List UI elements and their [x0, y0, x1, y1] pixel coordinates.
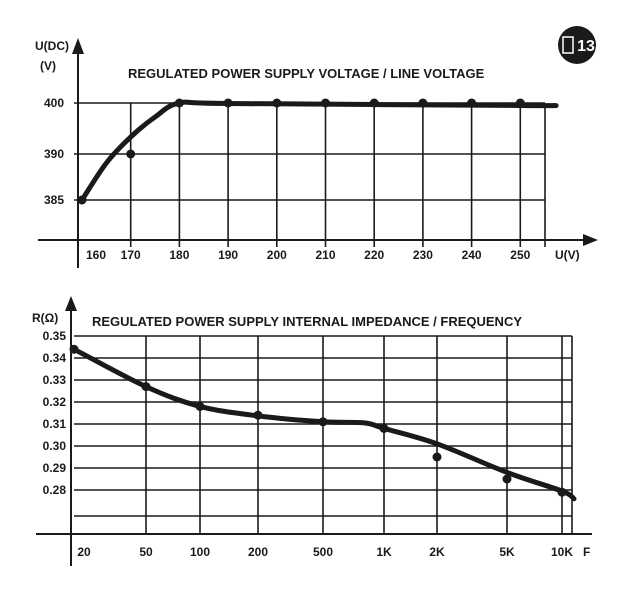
impedance-chart-ticks: 20 50 100 200 500 1K 2K 5K 10K 0.35 0.34 0.33 0.32 0.…	[43, 329, 574, 559]
impedance-x-tick-label: 100	[190, 545, 210, 559]
impedance-x-tick-label: 2K	[429, 545, 445, 559]
voltage-data-point	[223, 98, 233, 108]
voltage-chart-grid	[74, 102, 546, 247]
impedance-data-point	[318, 417, 328, 427]
voltage-y-tick-label: 400	[44, 96, 64, 110]
voltage-data-point	[272, 98, 282, 108]
impedance-data-point	[502, 474, 512, 484]
voltage-x-tick-label: 250	[510, 248, 530, 262]
impedance-data-point	[141, 382, 151, 392]
voltage-data-point	[174, 98, 184, 108]
impedance-chart-grid	[74, 335, 573, 534]
voltage-x-tick-label: 230	[413, 248, 433, 262]
impedance-chart-xlabel: F	[583, 545, 590, 559]
voltage-chart-title: REGULATED POWER SUPPLY VOLTAGE / LINE VO…	[128, 66, 485, 81]
figure-badge-icon	[558, 26, 596, 64]
impedance-x-tick-label: 500	[313, 545, 333, 559]
voltage-data-point	[126, 149, 136, 159]
voltage-x-tick-label: 170	[121, 248, 141, 262]
impedance-chart: REGULATED POWER SUPPLY INTERNAL IMPEDANC…	[32, 296, 592, 566]
voltage-chart-ylabel-line1: U(DC)	[35, 39, 69, 53]
voltage-chart: REGULATED POWER SUPPLY VOLTAGE / LINE VO…	[35, 38, 598, 268]
voltage-y-axis-arrow-icon	[72, 38, 84, 54]
voltage-x-tick-label: 160	[86, 248, 106, 262]
impedance-data-point	[432, 452, 442, 462]
impedance-y-tick-label: 0.33	[43, 373, 67, 387]
impedance-y-tick-label: 0.30	[43, 439, 67, 453]
impedance-x-tick-label: 1K	[376, 545, 392, 559]
voltage-data-point	[77, 195, 87, 205]
voltage-chart-xlabel: U(V)	[555, 248, 580, 262]
impedance-y-tick-label: 0.28	[43, 483, 67, 497]
impedance-data-point	[379, 423, 389, 433]
impedance-x-tick-label: 200	[248, 545, 268, 559]
impedance-y-tick-label: 0.31	[43, 417, 67, 431]
impedance-y-tick-label: 0.32	[43, 395, 67, 409]
impedance-chart-ylabel: R(Ω)	[32, 311, 58, 325]
impedance-y-tick-label: 0.29	[43, 461, 67, 475]
voltage-y-tick-label: 390	[44, 147, 64, 161]
impedance-x-tick-label: 50	[139, 545, 153, 559]
voltage-y-tick-label: 385	[44, 193, 64, 207]
voltage-data-point	[321, 98, 330, 108]
voltage-data-point	[515, 98, 525, 108]
impedance-x-tick-label: 20	[77, 545, 91, 559]
impedance-series-line	[71, 346, 577, 502]
voltage-x-tick-label: 210	[315, 248, 335, 262]
impedance-data-point	[253, 410, 263, 420]
impedance-y-tick-label: 0.34	[43, 351, 67, 365]
voltage-x-tick-label: 200	[267, 248, 287, 262]
voltage-chart-axes	[38, 38, 598, 268]
voltage-chart-ticks: 160 170 180 190 200 210 220 230 240 250 385 390 400	[44, 96, 531, 262]
impedance-y-axis-arrow-icon	[65, 296, 77, 311]
impedance-chart-title: REGULATED POWER SUPPLY INTERNAL IMPEDANC…	[92, 314, 522, 329]
voltage-x-tick-label: 240	[462, 248, 482, 262]
impedance-x-tick-label: 5K	[499, 545, 515, 559]
impedance-data-point	[557, 487, 567, 497]
voltage-data-point	[418, 98, 428, 108]
voltage-x-tick-label: 220	[364, 248, 384, 262]
impedance-x-tick-label: 10K	[551, 545, 573, 559]
voltage-x-tick-label: 180	[169, 248, 189, 262]
voltage-data-point	[369, 98, 379, 108]
impedance-data-point	[69, 344, 79, 354]
impedance-data-point	[195, 401, 205, 411]
impedance-y-tick-label: 0.35	[43, 329, 67, 343]
voltage-data-point	[467, 98, 477, 108]
figure-badge: 13	[558, 26, 596, 64]
figure-badge-number: 13	[577, 38, 595, 55]
voltage-x-tick-label: 190	[218, 248, 238, 262]
voltage-series-line	[79, 99, 559, 203]
voltage-x-axis-arrow-icon	[583, 234, 598, 246]
voltage-chart-ylabel-line2: (V)	[40, 59, 56, 73]
impedance-series-points	[69, 344, 567, 497]
voltage-series-points	[77, 98, 525, 205]
badge-glyph-icon	[562, 36, 574, 54]
impedance-chart-axes	[36, 296, 592, 566]
